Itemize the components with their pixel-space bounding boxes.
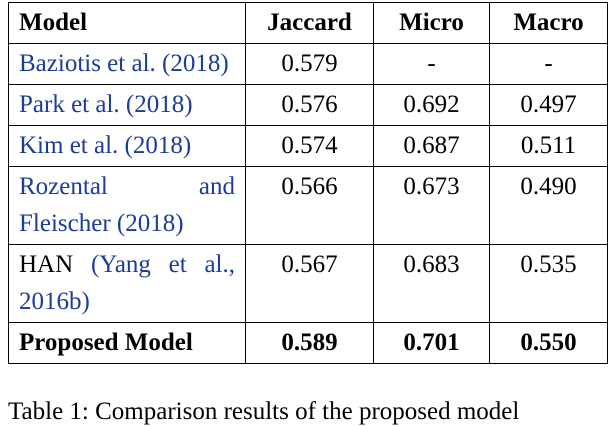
header-cell: Jaccard bbox=[245, 2, 374, 44]
score-cell: - bbox=[489, 43, 608, 85]
model-cell: Kim et al. (2018) bbox=[8, 125, 246, 167]
score-cell: 0.683 bbox=[373, 244, 490, 323]
score-cell: 0.566 bbox=[245, 166, 374, 245]
score-cell: 0.511 bbox=[489, 125, 608, 167]
score-cell: 0.574 bbox=[245, 125, 374, 167]
score-cell: 0.550 bbox=[489, 322, 608, 364]
model-cell: Baziotis et al. (2018) bbox=[8, 43, 246, 85]
table-row: Rozental and Fleischer (2018) 0.566 0.673 0… bbox=[8, 166, 608, 245]
score-cell: 0.576 bbox=[245, 84, 374, 126]
score-cell: 0.589 bbox=[245, 322, 374, 364]
table-row: Park et al. (2018) 0.576 0.692 0.497 bbox=[8, 84, 608, 126]
score-cell: 0.567 bbox=[245, 244, 374, 323]
citation: Park et al. (2018) bbox=[19, 91, 193, 118]
score-cell: 0.673 bbox=[373, 166, 490, 245]
model-name: Proposed Model bbox=[19, 329, 193, 356]
header-cell: Model bbox=[8, 2, 246, 44]
citation: Rozental and Fleischer (2018) bbox=[19, 173, 235, 237]
table-row: Kim et al. (2018) 0.574 0.687 0.511 bbox=[8, 125, 608, 167]
citation: Kim et al. (2018) bbox=[19, 132, 192, 159]
caption: Table 1: Comparison results of the propo… bbox=[8, 398, 520, 425]
results-table: Model Jaccard Micro Macro Baziotis et al. (… bbox=[8, 2, 608, 364]
score-cell: 0.687 bbox=[373, 125, 490, 167]
header-cell: Micro bbox=[373, 2, 490, 44]
score-cell: 0.490 bbox=[489, 166, 608, 245]
model-cell: Park et al. (2018) bbox=[8, 84, 246, 126]
header-row: Model Jaccard Micro Macro bbox=[8, 2, 608, 44]
model-cell: HAN (Yang et al., 2016b) bbox=[8, 244, 246, 323]
table-row: Baziotis et al. (2018) 0.579- - bbox=[8, 43, 608, 85]
citation: Baziotis et al. (2018) bbox=[19, 50, 229, 77]
score-cell: 0.535 bbox=[489, 244, 608, 323]
table-row: HAN (Yang et al., 2016b) 0.567 0.683 0.535 bbox=[8, 244, 608, 323]
score-cell: - bbox=[373, 43, 490, 85]
table-row: Proposed Model 0.589 0.701 0.550 bbox=[8, 322, 608, 364]
score-cell: 0.579 bbox=[245, 43, 374, 85]
score-cell: 0.692 bbox=[373, 84, 490, 126]
model-cell: Proposed Model bbox=[8, 322, 246, 364]
score-cell: 0.497 bbox=[489, 84, 608, 126]
score-cell: 0.701 bbox=[373, 322, 490, 364]
header-cell: Macro bbox=[489, 2, 608, 44]
citation: (Yang et al., 2016b) bbox=[19, 251, 236, 315]
model-name: HAN bbox=[19, 251, 74, 278]
model-cell: Rozental and Fleischer (2018) bbox=[8, 166, 246, 245]
